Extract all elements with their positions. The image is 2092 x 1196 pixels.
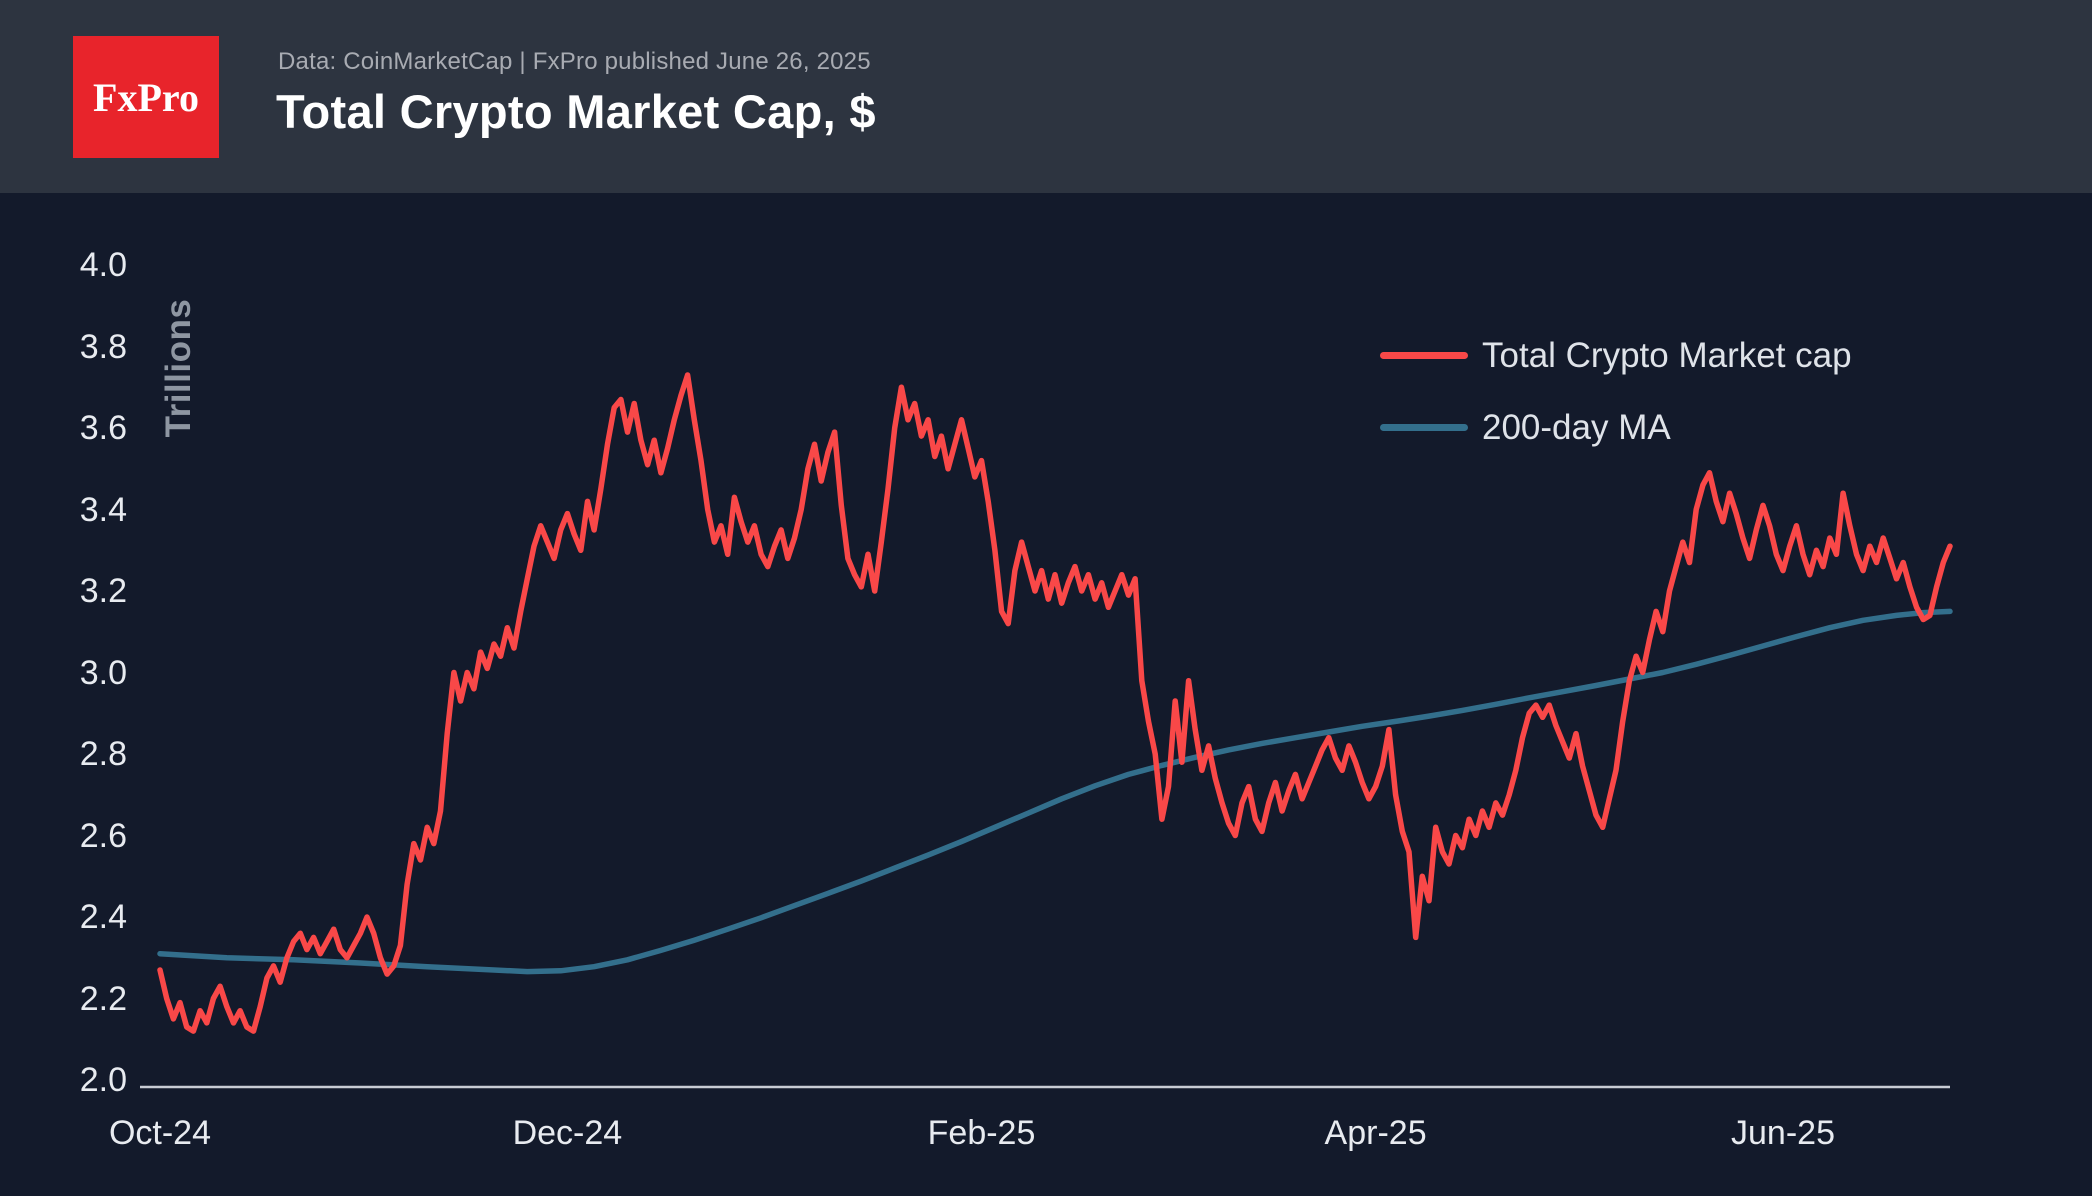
y-tick-2.8: 2.8 xyxy=(79,735,127,773)
y-tick-3.8: 3.8 xyxy=(79,327,127,366)
market-cap-line-swatch xyxy=(1380,352,1468,359)
ma-line-swatch xyxy=(1380,424,1468,431)
legend-item-200day-ma: 200-day MA xyxy=(1380,405,1852,450)
data-source-caption: Data: CoinMarketCap | FxPro published Ju… xyxy=(278,48,871,75)
y-tick-3.4: 3.4 xyxy=(79,490,127,529)
fxpro-logo-text: FxPro xyxy=(93,74,199,120)
market-cap-legend-label: Total Crypto Market cap xyxy=(1482,335,1852,375)
y-tick-3.2: 3.2 xyxy=(79,572,127,610)
legend: Total Crypto Market cap 200-day MA xyxy=(1380,333,1852,477)
x-tick-Oct-24: Oct-24 xyxy=(108,1114,212,1152)
x-tick-Dec-24: Dec-24 xyxy=(512,1114,623,1152)
header: FxPro Data: CoinMarketCap | FxPro publis… xyxy=(0,0,2092,193)
ma-line xyxy=(157,608,1953,975)
ma-legend-label: 200-day MA xyxy=(1482,407,1671,447)
fxpro-logo: FxPro xyxy=(73,36,219,158)
x-tick-Apr-25: Apr-25 xyxy=(1324,1114,1427,1152)
y-tick-2.2: 2.2 xyxy=(79,979,127,1018)
legend-item-market-cap: Total Crypto Market cap xyxy=(1380,333,1852,378)
y-tick-4.0: 4.0 xyxy=(79,246,127,284)
y-tick-2.4: 2.4 xyxy=(79,898,127,936)
market-cap-line xyxy=(157,372,1953,1034)
y-tick-2.0: 2.0 xyxy=(79,1061,127,1099)
chart-title: Total Crypto Market Cap, $ xyxy=(276,85,876,138)
x-tick-Jun-25: Jun-25 xyxy=(1731,1114,1835,1152)
y-axis-title: Trillions xyxy=(159,298,198,438)
x-tick-Feb-25: Feb-25 xyxy=(927,1114,1036,1152)
plot-canvas xyxy=(140,372,1953,1089)
y-tick-3.0: 3.0 xyxy=(79,653,127,692)
y-tick-3.6: 3.6 xyxy=(79,409,127,447)
y-tick-2.6: 2.6 xyxy=(79,816,127,855)
chart-area: Trillions 2.0 2.2 2.4 2.6 2.8 3.0 3.2 3.4 3.6 3.8… xyxy=(0,193,2092,1196)
